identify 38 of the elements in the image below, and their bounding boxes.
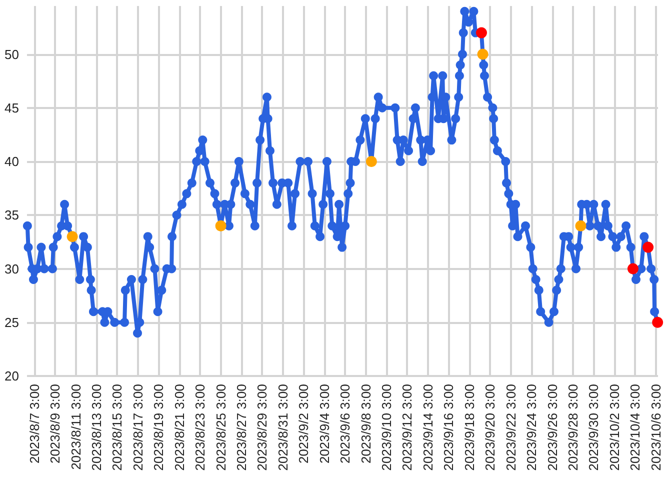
x-tick-label: 2023/9/6 3:00 bbox=[338, 384, 353, 464]
x-tick-label: 2023/9/8 3:00 bbox=[358, 384, 374, 464]
x-tick-label: 2023/9/14 3:00 bbox=[420, 384, 436, 471]
y-tick-label: 25 bbox=[4, 314, 19, 330]
y-tick-label: 20 bbox=[4, 368, 19, 384]
x-tick-label: 2023/8/9 3:00 bbox=[48, 384, 63, 464]
x-tick-label: 2023/9/2 3:00 bbox=[296, 384, 312, 464]
x-tick-label: 2023/8/23 3:00 bbox=[192, 384, 208, 471]
x-tick-label: 2023/10/4 3:00 bbox=[628, 384, 643, 471]
x-tick-label: 2023/8/11 3:00 bbox=[68, 384, 84, 470]
y-tick-label: 50 bbox=[4, 46, 19, 62]
x-tick-label: 2023/8/31 3:00 bbox=[275, 384, 290, 471]
x-tick-label: 2023/8/29 3:00 bbox=[254, 384, 270, 471]
x-tick-label: 2023/8/15 3:00 bbox=[110, 384, 125, 471]
x-tick-label: 2023/9/22 3:00 bbox=[503, 384, 518, 471]
x-tick-label: 2023/8/13 3:00 bbox=[88, 384, 104, 471]
x-tick-label: 2023/9/28 3:00 bbox=[565, 384, 580, 471]
x-tick-label: 2023/8/27 3:00 bbox=[234, 384, 250, 471]
y-tick-label: 40 bbox=[4, 154, 19, 170]
x-tick-label: 2023/8/19 3:00 bbox=[151, 384, 166, 471]
x-tick-label: 2023/8/17 3:00 bbox=[130, 384, 146, 471]
y-tick-label: 30 bbox=[4, 261, 19, 276]
x-tick-label: 2023/9/10 3:00 bbox=[379, 384, 394, 471]
y-tick-label: 45 bbox=[4, 100, 19, 116]
x-tick-label: 2023/9/24 3:00 bbox=[524, 384, 540, 471]
x-tick-label: 2023/9/16 3:00 bbox=[441, 384, 456, 471]
x-tick-label: 2023/8/21 3:00 bbox=[172, 384, 187, 471]
x-tick-label: 2023/10/6 3:00 bbox=[648, 384, 664, 471]
x-tick-label: 2023/9/30 3:00 bbox=[586, 384, 602, 471]
x-tick-label: 2023/9/20 3:00 bbox=[482, 384, 498, 471]
x-tick-label: 2023/9/18 3:00 bbox=[462, 384, 477, 471]
x-tick-label: 2023/9/26 3:00 bbox=[544, 384, 560, 471]
x-tick-label: 2023/9/4 3:00 bbox=[316, 384, 332, 464]
x-tick-label: 2023/9/12 3:00 bbox=[400, 384, 415, 471]
x-tick-label: 2023/8/7 3:00 bbox=[26, 384, 42, 464]
x-tick-label: 2023/8/25 3:00 bbox=[213, 384, 228, 471]
y-tick-label: 35 bbox=[4, 208, 19, 223]
x-tick-label: 2023/10/2 3:00 bbox=[606, 384, 622, 471]
